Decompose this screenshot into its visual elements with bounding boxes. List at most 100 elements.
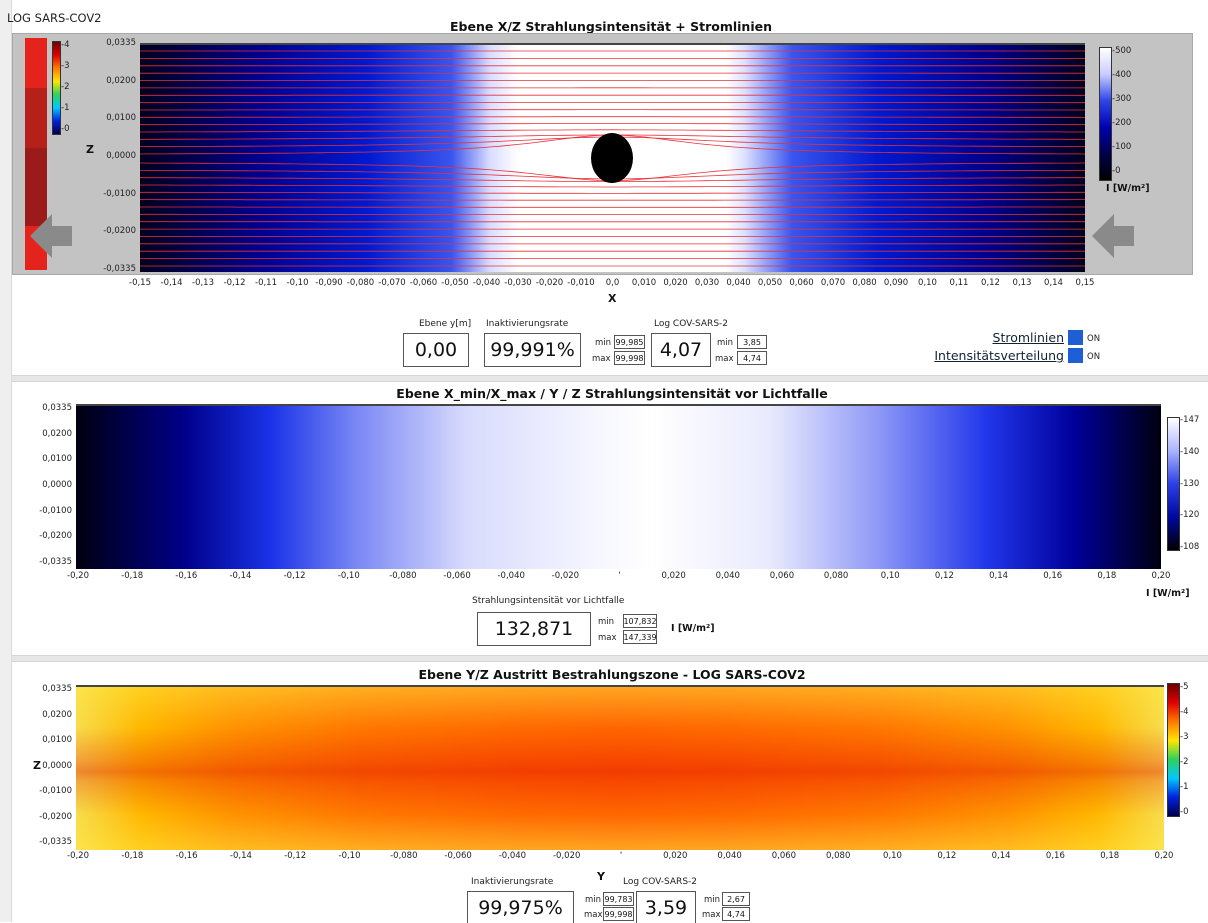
panel3-y-axis-label: Y	[597, 870, 605, 883]
ebene-value: 0,00	[403, 333, 469, 367]
colorbar-tick-label: -5	[1180, 682, 1188, 692]
x-tick-label: -0,020	[553, 851, 580, 861]
x-tick-label: -0,16	[176, 851, 198, 861]
x-tick-label: -0,040	[473, 278, 500, 288]
stromlinien-toggle[interactable]	[1068, 330, 1083, 345]
y-tick-label: 0,0000	[32, 480, 72, 490]
colorbar-tick-label: -130	[1180, 479, 1199, 489]
colorbar-tick-label: -147	[1180, 415, 1199, 425]
inakt-value: 99,991%	[484, 333, 581, 367]
panel1-colorbar	[1099, 47, 1112, 181]
panel3-inakt-min-value: 99,783	[603, 892, 634, 906]
x-tick-label: -0,10	[339, 851, 361, 861]
x-tick-label: 0,070	[821, 278, 845, 288]
panel3-log-label: Log COV-SARS-2	[623, 877, 697, 887]
x-tick-label: 0,020	[663, 851, 687, 861]
x-tick-label: 0,080	[824, 571, 848, 581]
panel1-intensity-plot	[140, 43, 1085, 272]
colorbar-tick-label: -140	[1180, 447, 1199, 457]
panel2-value: 132,871	[477, 612, 591, 646]
panel2-title: Ebene X_min/X_max / Y / Z Strahlungsinte…	[396, 386, 827, 401]
x-tick-label: 0,020	[663, 278, 687, 288]
x-tick-label: 0,010	[632, 278, 656, 288]
panel1-x-axis-label: X	[608, 292, 616, 305]
x-tick-label: 0,040	[717, 851, 741, 861]
x-tick-label: -0,060	[410, 278, 437, 288]
left-frame-border	[0, 0, 12, 922]
y-tick-label: -0,0100	[32, 506, 72, 516]
panel3-inakt-max-label: max	[584, 910, 603, 920]
colorbar-tick-label: -2	[1180, 757, 1188, 767]
y-tick-label: 0,0100	[32, 454, 72, 464]
panel-divider-2	[12, 655, 1208, 662]
x-tick-label: 0,13	[1013, 278, 1032, 288]
x-tick-label: -0,020	[536, 278, 563, 288]
x-tick-label: -0,18	[121, 571, 143, 581]
y-tick-label: 0,0335	[96, 38, 136, 48]
left-colorbar	[52, 41, 61, 135]
x-tick-label: -0,030	[504, 278, 531, 288]
x-tick-label: -0,040	[499, 851, 526, 861]
streamlines	[140, 45, 1085, 272]
virus-particle	[591, 133, 633, 183]
colorbar-tick-label: -0	[1180, 807, 1188, 817]
y-tick-label: 0,0335	[32, 684, 72, 694]
x-tick-label: 0,18	[1097, 571, 1116, 581]
x-tick-label: 0,16	[1046, 851, 1065, 861]
x-tick-label: -0,070	[378, 278, 405, 288]
ebene-label: Ebene y[m]	[419, 319, 471, 329]
colorbar-tick-label: -400	[1112, 70, 1131, 80]
x-tick-label: -0,14	[161, 278, 183, 288]
panel1-colorbar-unit: I [W/m²]	[1106, 183, 1150, 194]
x-tick-label: 0,15	[1076, 278, 1095, 288]
x-tick-label: -0,060	[444, 851, 471, 861]
y-tick-label: -0,0100	[96, 189, 136, 199]
x-tick-label: 0,060	[772, 851, 796, 861]
colorbar-tick-label: -2	[61, 82, 69, 92]
flow-arrow-right-icon	[1092, 212, 1134, 260]
streamline	[140, 185, 1085, 187]
colorbar-tick-label: -108	[1180, 542, 1199, 552]
x-tick-label: 0,14	[989, 571, 1008, 581]
x-tick-label: -0,050	[441, 278, 468, 288]
x-tick-label: 0,12	[937, 851, 956, 861]
y-tick-label: -0,0335	[32, 557, 72, 567]
colorbar-tick-label: -0	[1112, 166, 1120, 176]
panel2-intensity-plot	[76, 404, 1161, 569]
y-tick-label: 0,0335	[32, 403, 72, 413]
x-tick-label: -0,020	[552, 571, 579, 581]
x-tick-label: 0,080	[826, 851, 850, 861]
x-tick-label: -0,12	[284, 571, 306, 581]
y-tick-label: -0,0335	[96, 264, 136, 274]
intensitaet-toggle-label[interactable]: Intensitätsverteilung	[900, 348, 1064, 363]
streamline	[140, 117, 1085, 118]
x-tick-label: 0,10	[881, 571, 900, 581]
x-tick-label: '	[618, 571, 620, 581]
panel3-inakt-label: Inaktivierungsrate	[471, 877, 553, 887]
panel3-log-value: 3,59	[636, 891, 696, 923]
panel2-value-label: Strahlungsintensität vor Lichtfalle	[472, 596, 624, 606]
panel2-min-label: min	[598, 617, 614, 627]
x-tick-label: '	[620, 851, 622, 861]
x-tick-label: 0,20	[1155, 851, 1174, 861]
panel2-unit: I [W/m²]	[671, 623, 715, 634]
x-tick-label: -0,080	[389, 571, 416, 581]
inakt-max-label: max	[592, 354, 611, 364]
x-tick-label: 0,11	[950, 278, 969, 288]
y-tick-label: 0,0100	[32, 735, 72, 745]
panel3-log-max-value: 4,74	[722, 907, 750, 921]
colorbar-tick-label: -3	[61, 61, 69, 71]
stromlinien-toggle-label[interactable]: Stromlinien	[930, 330, 1064, 345]
x-tick-label: 0,090	[884, 278, 908, 288]
x-tick-label: 0,12	[981, 278, 1000, 288]
x-tick-label: -0,13	[192, 278, 214, 288]
stromlinien-toggle-state: ON	[1087, 334, 1100, 344]
x-tick-label: -0,010	[567, 278, 594, 288]
panel3-inakt-value: 99,975%	[467, 891, 574, 923]
x-tick-label: -0,20	[67, 851, 89, 861]
x-tick-label: -0,12	[284, 851, 306, 861]
panel2-max-value: 147,339	[623, 630, 657, 644]
intensitaet-toggle[interactable]	[1068, 348, 1083, 363]
colorbar-tick-label: -3	[1180, 732, 1188, 742]
x-tick-label: -0,11	[255, 278, 277, 288]
